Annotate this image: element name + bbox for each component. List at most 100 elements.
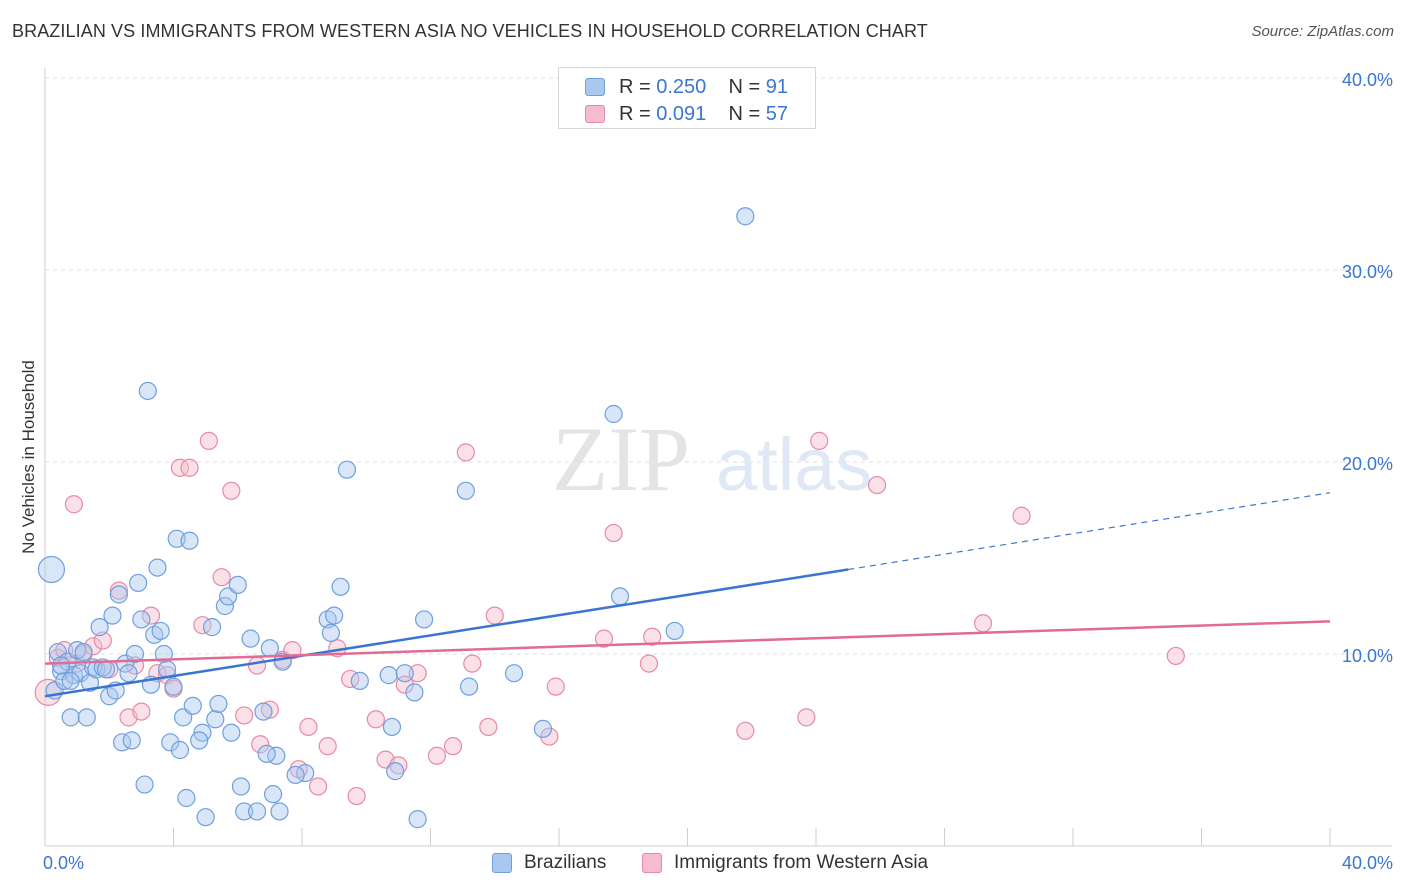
data-point [222,481,241,500]
data-point [594,629,614,648]
data-point [103,606,122,625]
data-point [325,606,344,625]
data-point [308,777,328,796]
data-point [209,694,228,714]
data-point [318,737,337,756]
legend-row-brazilians: R = 0.250 N = 91 [585,75,788,99]
legend-item-western-asia[interactable]: Immigrants from Western Asia [642,852,928,874]
data-point [132,702,151,721]
data-point [64,666,84,685]
data-point [132,610,151,629]
trend-line-western-asia [44,620,1331,665]
data-point [61,671,80,690]
data-point [247,656,267,675]
y-tick-label: 10.0% [1342,646,1393,666]
data-point [51,656,71,675]
data-point [180,458,199,477]
data-point [639,654,659,673]
legend-item-brazilians[interactable]: Brazilians [492,852,606,874]
data-point [154,644,173,664]
x-tick-label-max: 40.0% [1342,853,1393,873]
data-point [479,717,498,737]
trend-line-brazilians-extrapolated [848,492,1331,571]
data-point [299,717,318,737]
data-point [96,660,116,679]
data-point [170,458,190,477]
trend-lines [44,492,1331,698]
data-point [129,573,148,593]
data-point [456,443,475,462]
data-point [867,475,887,495]
data-point [459,677,479,696]
legend-n-label: N = [728,75,761,98]
data-point [389,756,408,775]
legend-n-value: 57 [765,102,789,125]
chart-title: BRAZILIAN VS IMMIGRANTS FROM WESTERN ASI… [12,21,928,41]
data-point [90,618,109,637]
data-point [337,460,357,479]
series-immigrants-western-asia [34,431,1185,806]
data-point [138,381,157,401]
data-point [665,621,684,641]
data-point [408,810,427,829]
data-point [116,654,135,673]
data-point [443,737,463,756]
data-point [228,575,247,594]
data-point [61,708,80,727]
data-point [215,596,234,616]
data-point [463,654,482,673]
data-point [109,585,128,604]
data-point [643,627,662,646]
y-tick-label: 30.0% [1342,262,1393,282]
data-point [235,706,254,725]
data-point [247,802,267,821]
data-point [55,671,74,690]
data-point [427,746,447,765]
data-point [286,765,305,785]
data-point [456,481,475,500]
data-point [231,777,251,796]
data-point [93,658,112,677]
legend-r-label: R = [619,75,651,98]
data-point [64,495,84,514]
legend-swatch-blue [492,853,512,873]
data-point [405,683,424,702]
y-axis-label: No Vehicles in Household [19,360,38,554]
data-point [251,735,270,754]
data-point [235,802,254,821]
legend-row-western-asia: R = 0.091 N = 57 [585,102,789,126]
data-point [1012,506,1031,525]
data-point [135,775,154,794]
data-point [546,677,565,696]
data-point [797,708,816,727]
data-point [164,677,183,696]
data-point [122,731,141,750]
data-point [331,577,350,596]
data-point [533,719,553,738]
data-point [109,581,128,600]
data-point [183,696,202,715]
data-point [199,431,218,450]
legend-r-value: 0.091 [656,102,707,125]
data-point [604,404,623,424]
data-point [161,733,180,752]
data-point [190,731,209,750]
axes [44,68,1392,847]
data-point [263,785,283,804]
data-point [93,631,112,650]
data-point [48,642,67,662]
data-point [736,207,755,226]
data-point [206,710,225,729]
data-point [270,802,289,821]
legend-n-label: N = [728,102,761,125]
watermark-atlas: atlas [716,423,872,506]
data-point [202,618,222,637]
data-point [141,606,161,625]
data-point [504,664,524,683]
watermark: ZIP atlas [552,408,872,510]
data-point [196,808,215,827]
data-point [366,710,385,729]
data-point [177,788,196,808]
x-tick-label-min: 0.0% [43,853,84,873]
